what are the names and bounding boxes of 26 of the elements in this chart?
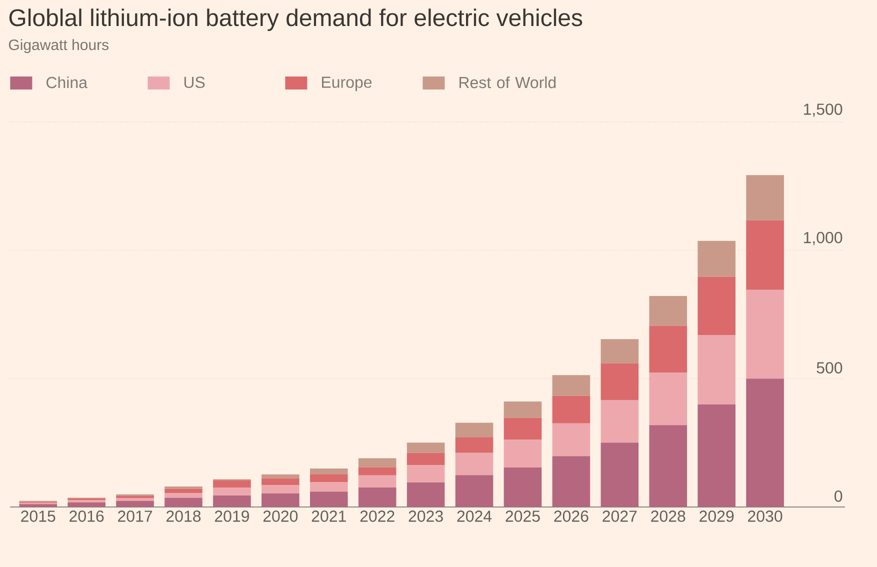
x-tick-label: 2030 bbox=[748, 510, 782, 522]
legend-label: Rest of World bbox=[460, 76, 556, 88]
x-tick-label: 2029 bbox=[700, 510, 734, 522]
x-tick-label: 2015 bbox=[21, 510, 56, 522]
y-tick-label: 500 bbox=[816, 362, 842, 374]
chart-subtitle: Gigawatt hours bbox=[8, 39, 109, 54]
x-tick-label: 2024 bbox=[457, 510, 492, 522]
x-tick-label: 2021 bbox=[312, 510, 346, 522]
x-tick-label: 2028 bbox=[651, 510, 686, 522]
x-tick-label: 2022 bbox=[360, 510, 394, 522]
y-tick-label: 1,000 bbox=[804, 232, 842, 246]
x-tick-label: 2025 bbox=[506, 510, 540, 522]
x-tick-label: 2023 bbox=[408, 510, 443, 522]
x-tick-label: 2017 bbox=[118, 510, 152, 522]
x-tick-label: 2016 bbox=[70, 510, 104, 522]
y-tick-label: 1,500 bbox=[804, 104, 842, 117]
legend-label: China bbox=[46, 76, 88, 88]
x-tick-label: 2018 bbox=[166, 510, 201, 522]
chart-title: Globlal lithium-ion battery demand for electric vehicles bbox=[9, 8, 582, 31]
x-tick-label: 2019 bbox=[214, 510, 249, 522]
y-tick-label: 0 bbox=[834, 490, 842, 502]
legend-label: US bbox=[184, 76, 205, 88]
x-tick-label: 2020 bbox=[263, 510, 298, 522]
x-tick-label: 2027 bbox=[602, 510, 637, 522]
x-tick-label: 2026 bbox=[554, 510, 588, 522]
legend-label: Europe bbox=[322, 76, 372, 92]
